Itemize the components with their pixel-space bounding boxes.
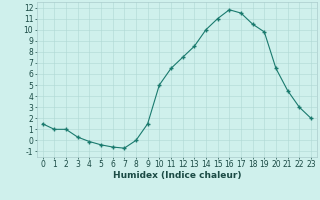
X-axis label: Humidex (Indice chaleur): Humidex (Indice chaleur) (113, 171, 241, 180)
